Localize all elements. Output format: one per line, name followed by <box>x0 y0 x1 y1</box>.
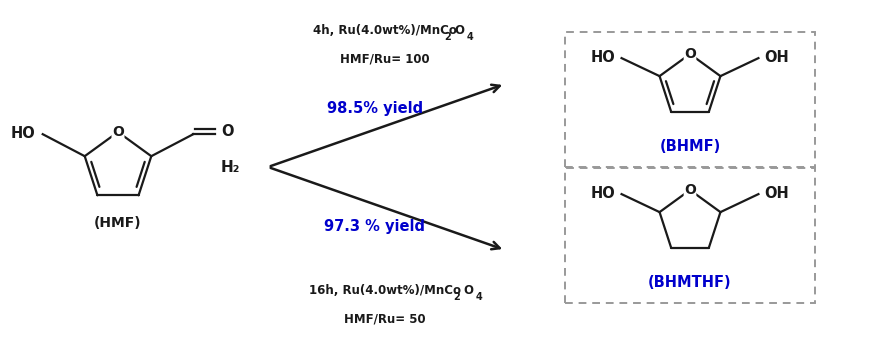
Text: HO: HO <box>591 50 615 65</box>
Text: 4: 4 <box>476 291 483 302</box>
Text: O: O <box>684 183 696 197</box>
Text: 2: 2 <box>445 31 452 42</box>
Text: HMF/Ru= 100: HMF/Ru= 100 <box>340 52 430 66</box>
Text: HO: HO <box>591 186 615 201</box>
FancyBboxPatch shape <box>565 168 815 303</box>
Text: 2: 2 <box>453 291 461 302</box>
Text: HO: HO <box>11 126 35 141</box>
Text: O: O <box>684 47 696 61</box>
Text: HMF/Ru= 50: HMF/Ru= 50 <box>344 312 426 326</box>
Text: 98.5% yield: 98.5% yield <box>327 102 423 117</box>
Text: (BHMF): (BHMF) <box>659 139 720 154</box>
Text: 97.3 % yield: 97.3 % yield <box>324 220 425 235</box>
Text: 4: 4 <box>467 31 473 42</box>
Text: O: O <box>221 124 233 139</box>
Text: O: O <box>454 24 464 37</box>
Text: OH: OH <box>765 186 789 201</box>
Text: H₂: H₂ <box>220 159 240 174</box>
Text: O: O <box>463 284 473 297</box>
Text: (BHMTHF): (BHMTHF) <box>648 275 732 290</box>
Text: 16h, Ru(4.0wt%)/MnCo: 16h, Ru(4.0wt%)/MnCo <box>309 284 461 297</box>
Text: O: O <box>112 125 124 139</box>
Text: 4h, Ru(4.0wt%)/MnCo: 4h, Ru(4.0wt%)/MnCo <box>313 24 457 37</box>
Text: OH: OH <box>765 50 789 65</box>
Text: (HMF): (HMF) <box>95 216 141 230</box>
FancyBboxPatch shape <box>565 31 815 166</box>
